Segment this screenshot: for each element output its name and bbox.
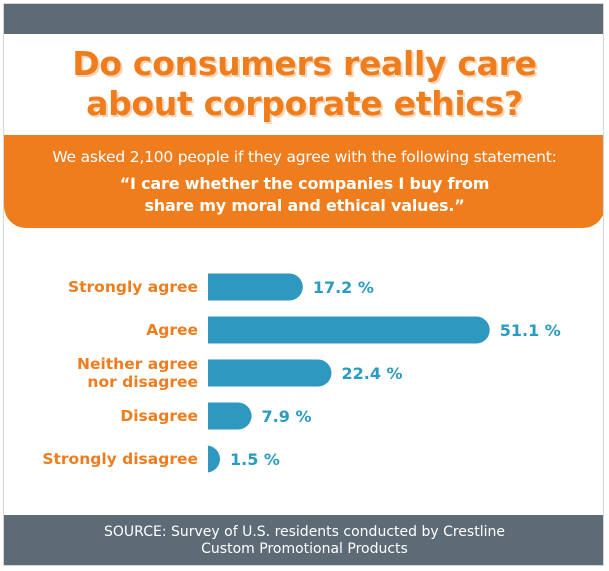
title-line-2: about corporate ethics? (86, 84, 523, 123)
top-bar (4, 4, 603, 34)
value-label-2: 22.4 % (341, 364, 402, 383)
category-label-3: Disagree (120, 407, 198, 425)
category-label-4: Strongly disagree (42, 450, 198, 468)
category-label-line: Strongly disagree (42, 450, 198, 468)
quote-line-1: “I care whether the companies I buy from (119, 174, 490, 193)
value-label-0: 17.2 % (313, 278, 374, 297)
category-label-0: Strongly agree (68, 278, 198, 296)
bar-2 (208, 359, 332, 387)
bar-0 (208, 273, 303, 301)
bar-4 (206, 445, 220, 473)
value-label-3: 7.9 % (262, 407, 312, 426)
category-label-line: Agree (146, 321, 198, 339)
banner-intro: We asked 2,100 people if they agree with… (52, 148, 557, 166)
question-banner: We asked 2,100 people if they agree with… (4, 135, 603, 228)
title-line-1: Do consumers really care (72, 44, 537, 83)
source-line-1: SOURCE: Survey of U.S. residents conduct… (104, 524, 505, 540)
bar-chart: 17.2 % Strongly agree 51.1 % Agree 22.4 % Nei… (42, 273, 561, 473)
value-label-1: 51.1 % (500, 321, 561, 340)
bar-3 (208, 402, 252, 430)
value-label-4: 1.5 % (230, 450, 280, 469)
page-title: Do consumers really care about corporate… (4, 44, 603, 124)
category-label-line: nor disagree (87, 373, 198, 391)
source-line-2: Custom Promotional Products (201, 541, 408, 557)
quote-line-2: share my moral and ethical values.” (144, 196, 465, 215)
banner-quote: “I care whether the companies I buy from… (4, 173, 603, 217)
category-label-2: Neither agree nor disagree (77, 355, 198, 391)
category-label-1: Agree (146, 321, 198, 339)
category-label-line: Disagree (120, 407, 198, 425)
infographic: Do consumers really care about corporate… (3, 3, 604, 566)
category-label-line: Strongly agree (68, 278, 198, 296)
category-label-line: Neither agree (77, 355, 198, 373)
bar-1 (208, 316, 490, 344)
source-footer: SOURCE: Survey of U.S. residents conduct… (4, 515, 603, 565)
